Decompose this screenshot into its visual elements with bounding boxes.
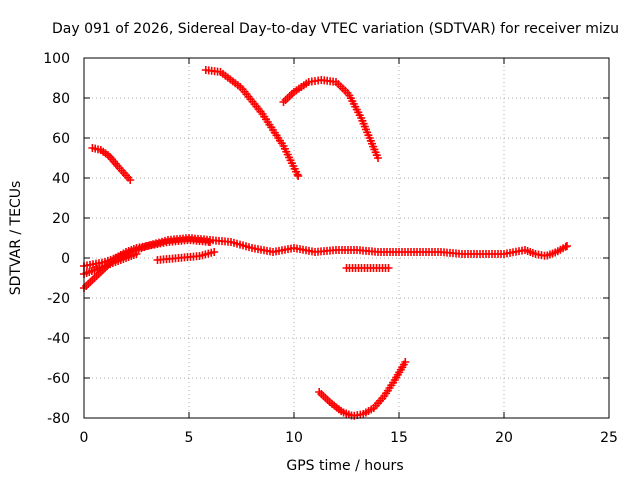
series-arc-2 (201, 66, 303, 180)
y-tick-label: 80 (52, 91, 70, 107)
series-arc-9 (315, 358, 410, 420)
y-tick-label: -80 (47, 411, 70, 427)
x-tick-label: 15 (390, 430, 408, 446)
x-axis-label: GPS time / hours (286, 458, 403, 474)
series-arc-1 (88, 144, 135, 184)
series-arc-6 (80, 250, 141, 278)
data-point (401, 358, 410, 366)
x-tick-label: 0 (80, 430, 89, 446)
y-axis-label: SDTVAR / TECUs (8, 181, 24, 296)
data-point (132, 250, 141, 258)
data-point (206, 238, 214, 246)
x-tick-label: 10 (285, 430, 303, 446)
series-arc-4 (80, 234, 571, 270)
plot-frame (83, 57, 610, 419)
data-point (210, 248, 219, 256)
data-point (384, 264, 393, 272)
chart-title: Day 091 of 2026, Sidereal Day-to-day VTE… (52, 21, 619, 37)
axis-ticks: 0 5 10 15 20 25 -80 -60 -40 -20 0 20 40 60 80 100 (43, 51, 618, 446)
y-tick-label: -40 (47, 331, 70, 347)
y-tick-label: 20 (52, 211, 70, 227)
data-marks (80, 66, 571, 420)
data-point (563, 242, 571, 250)
y-tick-label: -60 (47, 371, 70, 387)
data-point (126, 176, 135, 184)
series-arc-3 (279, 76, 382, 162)
y-tick-label: 60 (52, 131, 70, 147)
y-tick-label: -20 (47, 291, 70, 307)
x-tick-label: 5 (185, 430, 194, 446)
y-tick-label: 100 (43, 51, 70, 67)
y-tick-label: 40 (52, 171, 70, 187)
series-arc-8 (342, 264, 393, 272)
data-point (374, 154, 382, 162)
x-tick-label: 25 (600, 430, 618, 446)
data-point (294, 172, 303, 180)
x-tick-label: 20 (495, 430, 513, 446)
y-tick-label: 0 (61, 251, 70, 267)
series-arc-7 (153, 248, 219, 264)
